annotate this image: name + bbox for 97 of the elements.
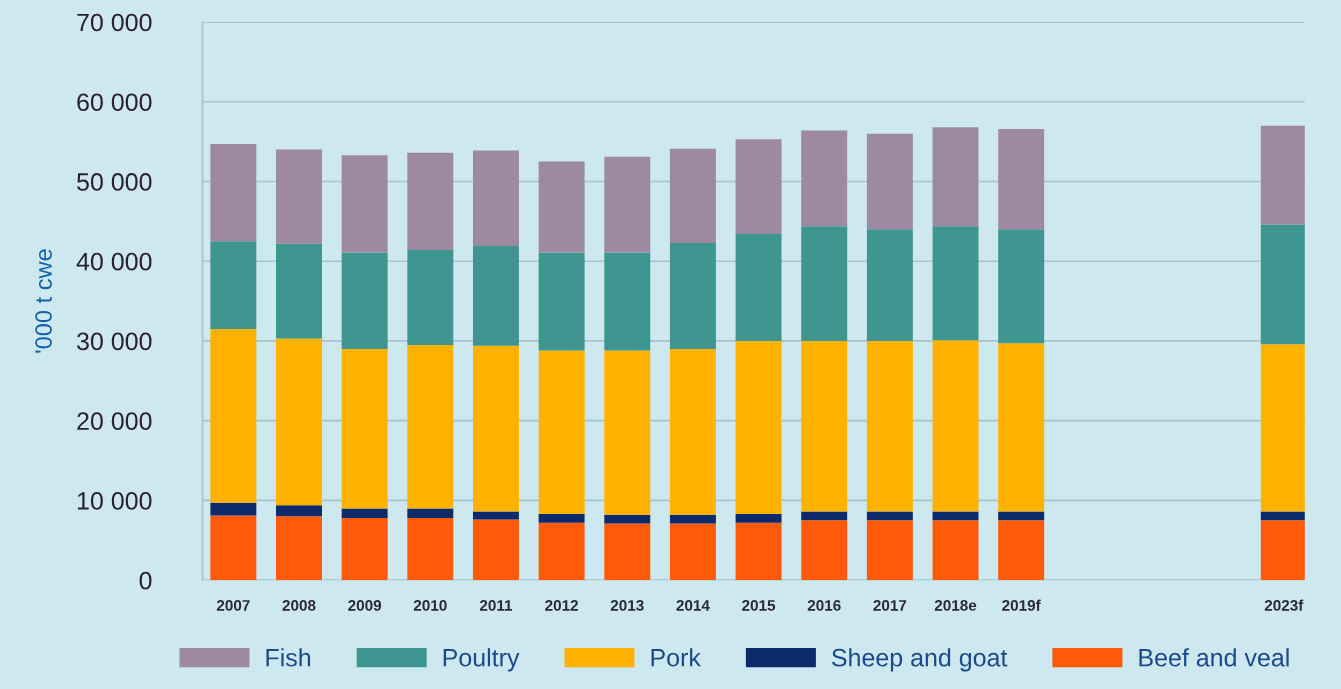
bar <box>998 229 1045 344</box>
bar <box>1260 344 1305 512</box>
x-tick-label: 2008 <box>282 599 316 611</box>
legend-label: Beef and veal <box>1139 648 1289 667</box>
bar <box>210 329 257 503</box>
bar <box>341 508 388 518</box>
bar <box>669 242 716 349</box>
bar <box>341 517 388 581</box>
y-tick-label: 60 000 <box>77 93 152 112</box>
bar <box>341 155 388 253</box>
bar <box>472 511 519 520</box>
x-tick-label: 2015 <box>742 599 776 611</box>
bar <box>538 252 585 351</box>
bar <box>407 517 454 581</box>
bar <box>276 505 322 517</box>
bar <box>932 340 979 512</box>
bar <box>538 350 585 514</box>
y-tick-label: 0 <box>139 571 152 590</box>
legend-label: Pork <box>651 648 701 667</box>
bar <box>669 148 716 243</box>
bar <box>407 344 454 509</box>
bar <box>801 340 848 512</box>
bar <box>866 133 913 230</box>
bar <box>735 522 782 581</box>
x-tick-label: 2016 <box>807 599 841 611</box>
bar <box>604 350 651 515</box>
x-tick-label: 2017 <box>873 599 907 611</box>
bar <box>604 514 651 524</box>
bar <box>998 343 1045 512</box>
x-tick-label: 2014 <box>676 599 710 611</box>
legend-label: Fish <box>266 648 311 667</box>
bar <box>210 515 257 581</box>
bar <box>998 128 1045 230</box>
bar <box>866 229 913 341</box>
bar <box>866 520 913 581</box>
bar <box>604 523 651 581</box>
y-tick-label: 10 000 <box>77 492 152 510</box>
bar <box>932 520 979 581</box>
bar <box>538 161 585 253</box>
bar <box>276 516 322 581</box>
legend-label: Poultry <box>443 648 520 672</box>
bar <box>276 149 322 244</box>
x-tick-label: 2010 <box>413 599 447 611</box>
bar <box>210 241 257 329</box>
bar <box>604 156 651 253</box>
x-tick-label: 2012 <box>545 599 578 611</box>
bar <box>866 340 913 512</box>
bar <box>1260 224 1305 345</box>
y-tick-label: 20 000 <box>77 412 152 430</box>
y-tick-label: 70 000 <box>77 13 152 32</box>
bar <box>538 513 585 523</box>
x-tick-label: 2023f <box>1264 599 1304 611</box>
bar <box>472 519 519 581</box>
bar <box>932 511 979 521</box>
bar <box>276 338 322 506</box>
x-tick-label: 2007 <box>216 599 250 611</box>
bar <box>407 508 454 518</box>
bar <box>407 152 454 251</box>
bar <box>801 520 848 581</box>
legend-label: Sheep and goat <box>832 648 1008 672</box>
bar <box>1260 125 1305 225</box>
x-tick-label: 2009 <box>348 599 382 611</box>
x-tick-label: 2011 <box>479 599 513 611</box>
bar <box>669 523 716 581</box>
bar <box>998 511 1045 521</box>
y-axis-title: '000 t cwe <box>35 249 52 353</box>
bar <box>538 522 585 581</box>
bar <box>669 514 716 524</box>
bar <box>735 513 782 523</box>
x-tick-label: 2018e <box>934 599 977 611</box>
bar <box>276 243 322 339</box>
bar <box>932 127 979 227</box>
bar <box>341 252 388 349</box>
bar <box>932 226 979 341</box>
bar <box>866 511 913 521</box>
bar <box>998 520 1045 581</box>
bar <box>210 502 257 516</box>
bar <box>472 345 519 512</box>
bar <box>472 150 519 247</box>
bar <box>472 246 519 346</box>
bar <box>1260 520 1305 581</box>
bar <box>407 250 454 345</box>
y-tick-label: 40 000 <box>76 252 152 271</box>
x-tick-label: 2013 <box>610 599 644 611</box>
bar <box>735 234 782 341</box>
bar <box>341 348 388 509</box>
bar <box>669 348 716 515</box>
bar <box>801 130 848 227</box>
bar <box>801 511 848 521</box>
bar <box>735 340 782 514</box>
y-tick-label: 50 000 <box>77 173 152 191</box>
bar <box>735 139 782 235</box>
bar <box>210 144 257 242</box>
bar <box>801 226 848 341</box>
y-tick-label: 30 000 <box>76 332 152 351</box>
bar <box>604 252 651 351</box>
x-tick-label: 2019f <box>1002 599 1041 611</box>
